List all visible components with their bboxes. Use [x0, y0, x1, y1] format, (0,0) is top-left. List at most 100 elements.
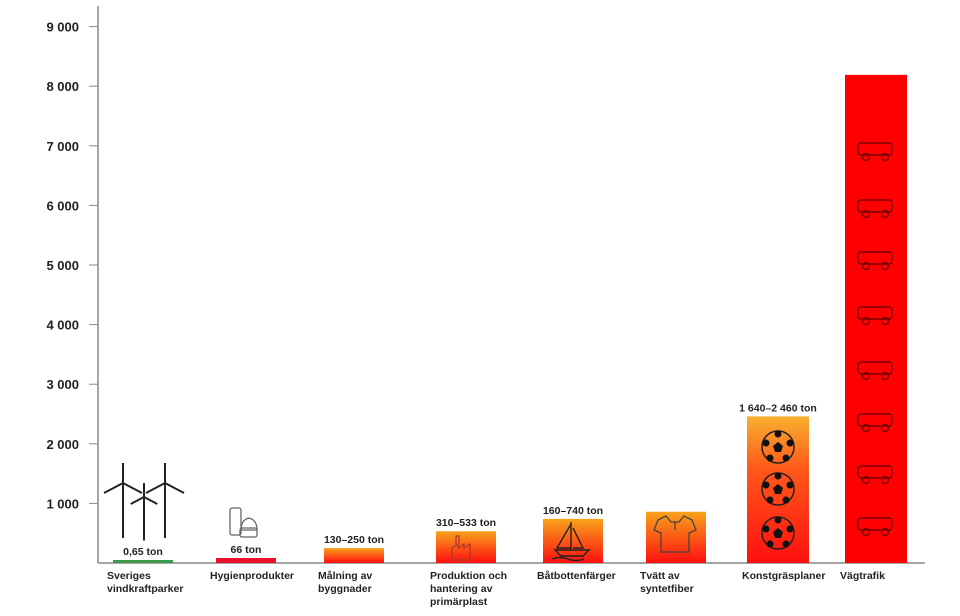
- bar: [216, 558, 276, 563]
- category-label: syntetfiber: [640, 583, 694, 595]
- vehicle-wheel: [880, 209, 890, 219]
- ball-patch: [773, 484, 783, 494]
- vehicle-wheel: [880, 527, 890, 537]
- ball-patch: [762, 439, 770, 447]
- shirt-shape: [653, 515, 697, 553]
- vehicle-body: [857, 465, 893, 479]
- vehicles-icon: [857, 142, 893, 537]
- ball-patch: [774, 516, 782, 524]
- car-icon: [857, 199, 893, 219]
- ball-patch: [786, 525, 794, 533]
- vehicle-wheel: [861, 371, 871, 381]
- tube-shape: [229, 507, 242, 536]
- vehicle-wheel: [880, 371, 890, 381]
- vehicle-wheel: [880, 261, 890, 271]
- ball-patch: [782, 540, 790, 548]
- vehicle-body: [857, 199, 893, 213]
- semi-truck-icon: [857, 517, 893, 537]
- category-label: Hygienprodukter: [210, 570, 294, 582]
- value-label: 310–533 ton: [436, 517, 496, 529]
- bar: [324, 548, 384, 563]
- vehicle-body: [857, 517, 893, 531]
- turbine-blade: [145, 482, 166, 494]
- ball-patch: [762, 481, 770, 489]
- jar-shape: [240, 517, 258, 531]
- value-label: 66 ton: [231, 544, 262, 556]
- vehicle-wheel: [861, 316, 871, 326]
- bar: [113, 560, 173, 563]
- vehicle-body: [857, 361, 893, 375]
- y-tick-label: 3 000: [46, 377, 79, 392]
- turbine-blade: [164, 482, 185, 494]
- value-label: 130–250 ton: [324, 534, 384, 546]
- sailboat-shape: [551, 522, 591, 562]
- hygiene-products-icon: [229, 507, 258, 538]
- category-label: primärplast: [430, 596, 488, 608]
- factory-icon: [451, 535, 471, 561]
- y-tick-label: 4 000: [46, 318, 79, 333]
- ball-patch: [786, 439, 794, 447]
- turbine-blade: [122, 482, 143, 494]
- category-label: hantering av: [430, 583, 493, 595]
- y-tick-label: 8 000: [46, 79, 79, 94]
- category-label: Konstgräsplaner: [742, 570, 825, 582]
- vehicle-wheel: [861, 527, 871, 537]
- y-tick-label: 1 000: [46, 496, 79, 511]
- turbine-blade: [103, 482, 124, 494]
- value-label: 160–740 ton: [543, 505, 603, 517]
- wind-turbines-icon: [103, 463, 185, 541]
- y-tick-label: 5 000: [46, 258, 79, 273]
- value-label: 1 640–2 460 ton: [739, 402, 817, 414]
- vehicle-wheel: [861, 261, 871, 271]
- category-label: vindkraftparker: [107, 583, 183, 595]
- category-label: Vägtrafik: [840, 570, 885, 582]
- vehicle-wheel: [880, 152, 890, 162]
- category-label: Sveriges: [107, 570, 151, 582]
- jar-base: [239, 527, 258, 538]
- category-label: Båtbottenfärger: [537, 570, 616, 582]
- ball-patch: [774, 472, 782, 480]
- ball-patch: [766, 540, 774, 548]
- vehicle-body: [857, 142, 893, 156]
- vehicle-wheel: [880, 423, 890, 433]
- factory-shape: [451, 535, 471, 561]
- bar: [646, 511, 706, 563]
- polo-shirt-icon: [653, 515, 697, 553]
- y-tick-label: 9 000: [46, 20, 79, 35]
- vehicle-wheel: [861, 423, 871, 433]
- suv-icon: [857, 413, 893, 433]
- ball-patch: [786, 481, 794, 489]
- truck-icon: [857, 306, 893, 326]
- y-tick-label: 2 000: [46, 437, 79, 452]
- y-tick-label: 7 000: [46, 139, 79, 154]
- turbine-blade: [143, 496, 158, 505]
- vehicle-body: [857, 306, 893, 320]
- vehicle-body: [857, 251, 893, 265]
- motorcycle-icon: [857, 361, 893, 381]
- football-icon: [761, 430, 795, 464]
- vehicle-wheel: [880, 316, 890, 326]
- category-label: Produktion och: [430, 570, 507, 582]
- vehicle-wheel: [880, 475, 890, 485]
- category-label: Tvätt av: [640, 570, 680, 582]
- football-icon: [761, 472, 795, 506]
- ball-patch: [773, 528, 783, 538]
- category-label: byggnader: [318, 583, 372, 595]
- vehicle-wheel: [861, 152, 871, 162]
- sailboat-icon: [551, 522, 591, 562]
- ball-patch: [774, 430, 782, 438]
- ball-patch: [766, 454, 774, 462]
- camper-icon: [857, 465, 893, 485]
- vehicle-body: [857, 413, 893, 427]
- vehicle-wheel: [861, 475, 871, 485]
- football-icon: [761, 516, 795, 550]
- vehicle-wheel: [861, 209, 871, 219]
- scooter-icon: [857, 142, 893, 162]
- ball-patch: [766, 496, 774, 504]
- ball-patch: [762, 525, 770, 533]
- van-icon: [857, 251, 893, 271]
- icons: [103, 142, 893, 562]
- turbine-blade: [130, 496, 145, 505]
